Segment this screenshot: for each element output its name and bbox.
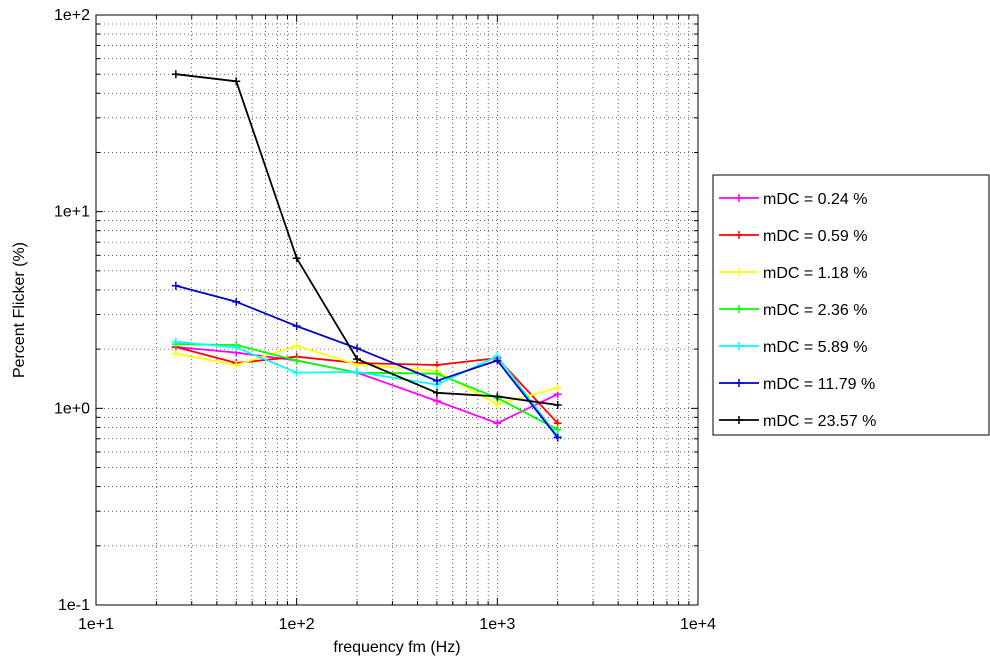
data-point bbox=[171, 281, 180, 290]
y-tick-label: 1e+0 bbox=[54, 400, 90, 417]
x-tick-label: 1e+3 bbox=[479, 616, 515, 633]
legend-item: mDC = 1.18 % bbox=[719, 265, 867, 282]
data-point bbox=[232, 77, 241, 86]
data-point bbox=[432, 388, 441, 397]
data-point bbox=[232, 361, 241, 370]
legend-label: mDC = 2.36 % bbox=[763, 302, 867, 319]
data-point bbox=[553, 433, 562, 442]
legend-item: mDC = 0.59 % bbox=[719, 228, 867, 245]
legend-box bbox=[712, 174, 990, 436]
data-point bbox=[353, 344, 362, 353]
data-point bbox=[171, 70, 180, 79]
legend-item: mDC = 2.36 % bbox=[719, 302, 867, 319]
data-point bbox=[432, 396, 441, 405]
y-axis-label: Percent Flicker (%) bbox=[11, 242, 28, 378]
data-point bbox=[292, 254, 301, 263]
legend-label: mDC = 5.89 % bbox=[763, 339, 867, 356]
legend-label: mDC = 11.79 % bbox=[763, 376, 875, 393]
data-point bbox=[432, 369, 441, 378]
x-axis-label: frequency fm (Hz) bbox=[333, 639, 460, 656]
data-point bbox=[171, 349, 180, 358]
legend-label: mDC = 1.18 % bbox=[763, 265, 867, 282]
axis-ticks bbox=[95, 15, 698, 606]
series-lines bbox=[171, 70, 562, 442]
data-point bbox=[553, 400, 562, 409]
data-point bbox=[292, 368, 301, 377]
x-tick-label: 1e+4 bbox=[680, 616, 716, 633]
legend-item: mDC = 5.89 % bbox=[719, 339, 867, 356]
data-point bbox=[553, 383, 562, 392]
data-point bbox=[292, 322, 301, 331]
y-tick-label: 1e+2 bbox=[54, 7, 90, 24]
data-point bbox=[493, 419, 502, 428]
legend-item: mDC = 0.24 % bbox=[719, 191, 867, 208]
data-point bbox=[171, 337, 180, 346]
data-point bbox=[232, 343, 241, 352]
data-point bbox=[432, 376, 441, 385]
data-point bbox=[553, 425, 562, 434]
data-point bbox=[232, 297, 241, 306]
legend-label: mDC = 0.24 % bbox=[763, 191, 867, 208]
legend-item: mDC = 23.57 % bbox=[719, 413, 876, 430]
data-point bbox=[292, 356, 301, 365]
data-point bbox=[353, 368, 362, 377]
grid-lines bbox=[96, 15, 698, 605]
data-point bbox=[353, 355, 362, 364]
legend-label: mDC = 0.59 % bbox=[763, 228, 867, 245]
legend-items: mDC = 0.24 % mDC = 0.59 % mDC = 1.18 % mDC … bbox=[719, 191, 876, 430]
tick-labels: 1e+1 1e+2 1e+3 1e+4 1e-1 1e+0 1e+1 1e+2 bbox=[54, 7, 716, 633]
y-tick-label: 1e-1 bbox=[58, 597, 90, 614]
legend-label: mDC = 23.57 % bbox=[763, 413, 876, 430]
x-tick-label: 1e+1 bbox=[78, 616, 114, 633]
legend: mDC = 0.24 % mDC = 0.59 % mDC = 1.18 % mDC … bbox=[712, 174, 990, 436]
data-point bbox=[292, 341, 301, 350]
x-tick-label: 1e+2 bbox=[279, 616, 315, 633]
y-tick-label: 1e+1 bbox=[54, 204, 90, 221]
data-point bbox=[493, 356, 502, 365]
data-point bbox=[493, 392, 502, 401]
plot-area-frame bbox=[95, 14, 699, 606]
legend-item: mDC = 11.79 % bbox=[719, 376, 875, 393]
